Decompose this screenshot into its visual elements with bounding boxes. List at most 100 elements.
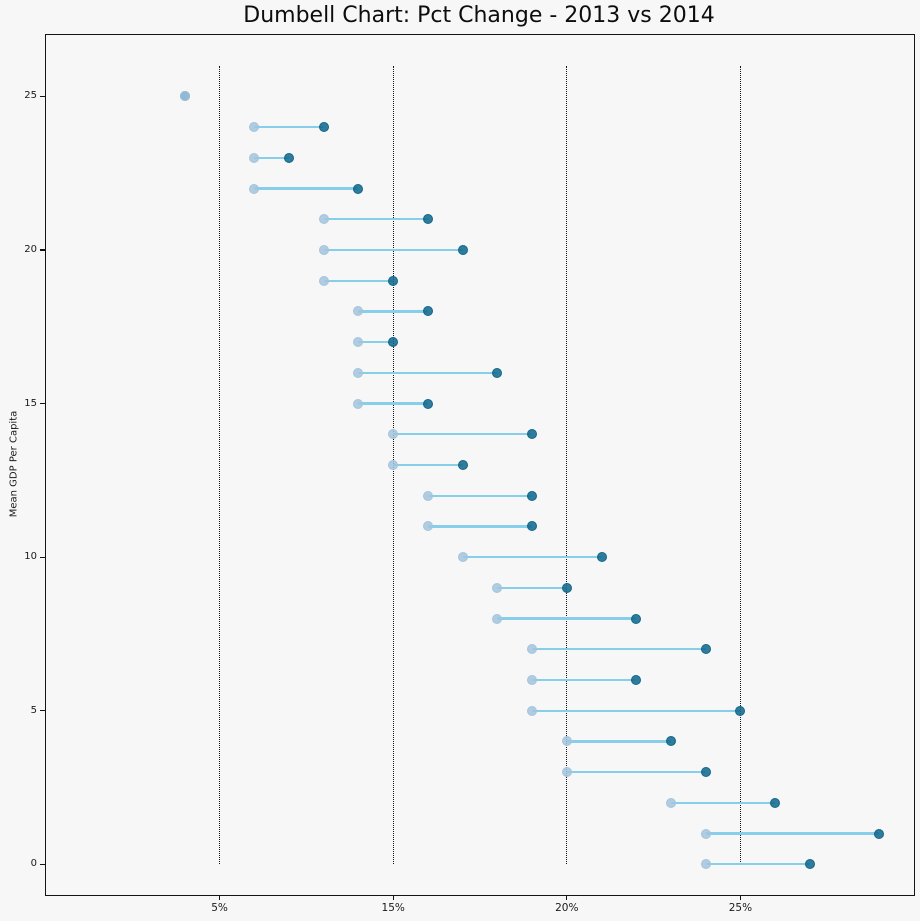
dumbbell-connector bbox=[497, 586, 567, 590]
dumbbell-dot-2014 bbox=[318, 275, 329, 286]
dumbbell-connector bbox=[358, 340, 394, 344]
dumbbell-dot-2013 bbox=[700, 767, 711, 778]
dumbbell-dot-2014 bbox=[353, 367, 364, 378]
dumbbell-dot-2014 bbox=[353, 306, 364, 317]
dumbbell-dot-2013 bbox=[388, 275, 399, 286]
dumbbell-dot-2013 bbox=[492, 367, 503, 378]
dumbbell-connector bbox=[497, 617, 637, 620]
y-tick-mark bbox=[40, 249, 45, 251]
dumbbell-dot-2014 bbox=[561, 767, 572, 778]
x-tick-mark bbox=[219, 895, 221, 900]
dumbbell-dot-2014 bbox=[561, 736, 572, 747]
x-tick-label: 25% bbox=[728, 902, 753, 914]
dumbbell-dot-2014 bbox=[388, 460, 399, 470]
dumbbell-dot-2014 bbox=[700, 828, 711, 839]
dumbbell-dot-2014 bbox=[353, 398, 364, 409]
x-tick-mark bbox=[739, 895, 741, 900]
x-tick-label: 15% bbox=[381, 902, 405, 914]
dumbbell-connector bbox=[427, 525, 533, 528]
y-tick-mark bbox=[40, 95, 45, 98]
y-tick-mark bbox=[40, 556, 45, 558]
dumbbell-dot-2013 bbox=[700, 644, 711, 655]
dumbbell-dot-2014 bbox=[422, 521, 433, 532]
dumbbell-dot-2013 bbox=[665, 736, 676, 747]
dumbbell-connector bbox=[670, 801, 776, 805]
dumbbell-connector bbox=[254, 156, 290, 160]
y-axis-label: Mean GDP Per Capita bbox=[8, 410, 20, 518]
dumbbell-dot-2014 bbox=[457, 552, 468, 563]
dumbbell-dot-2013 bbox=[561, 582, 572, 593]
dumbbell-dot-2013 bbox=[527, 521, 538, 532]
y-tick-label: 10 bbox=[24, 551, 37, 563]
dumbbell-connector bbox=[462, 555, 602, 559]
x-gridline bbox=[739, 65, 741, 865]
y-tick-label: 15 bbox=[24, 397, 37, 409]
dumbbell-dot-2013 bbox=[527, 490, 538, 501]
dumbbell-connector bbox=[254, 187, 359, 190]
dumbbell-connector bbox=[532, 678, 637, 682]
dumbbell-dot-2014 bbox=[665, 797, 676, 808]
dumbbell-dot-2014 bbox=[700, 859, 711, 870]
dumbbell-connector bbox=[705, 832, 880, 835]
dumbbell-dot-2014 bbox=[422, 490, 433, 501]
dumbbell-connector bbox=[323, 218, 428, 221]
dumbbell-dot-2014 bbox=[249, 183, 260, 194]
dumbbell-connector bbox=[323, 279, 394, 282]
dumbbell-connector bbox=[566, 740, 671, 743]
dumbbell-dot-2014 bbox=[318, 214, 329, 225]
dumbbell-dot-2014 bbox=[179, 91, 190, 102]
dumbbell-dot-2014 bbox=[353, 337, 364, 348]
x-tick-label: 20% bbox=[555, 902, 579, 914]
dumbbell-dot-2014 bbox=[249, 122, 260, 133]
y-tick-mark bbox=[40, 402, 45, 405]
dumbbell-dot-2013 bbox=[874, 828, 885, 839]
x-tick-label: 5% bbox=[211, 902, 228, 914]
dumbbell-connector bbox=[393, 463, 463, 467]
dumbbell-dot-2014 bbox=[249, 152, 260, 163]
dumbbell-dot-2013 bbox=[527, 429, 538, 440]
dumbbell-connector bbox=[393, 433, 533, 436]
dumbbell-dot-2013 bbox=[422, 214, 433, 225]
dumbbell-connector bbox=[323, 248, 463, 252]
dumbbell-dot-2013 bbox=[353, 183, 364, 194]
y-tick-label: 5 bbox=[30, 704, 37, 716]
dumbbell-connector bbox=[705, 863, 810, 866]
dumbbell-connector bbox=[532, 709, 741, 712]
y-tick-label: 25 bbox=[24, 90, 37, 102]
plot-area: 5% 15% 20% 25% 0 5 10 15 20 25 bbox=[24, 34, 915, 914]
dumbbell-connector bbox=[566, 770, 706, 774]
dumbbell-dot-2014 bbox=[527, 644, 538, 655]
y-tick-label: 0 bbox=[30, 858, 37, 870]
dumbbell-dot-2013 bbox=[284, 152, 295, 163]
dumbbell-dot-2013 bbox=[422, 306, 433, 317]
dumbbell-dot-2013 bbox=[631, 675, 642, 685]
dumbbell-dot-2013 bbox=[457, 245, 468, 255]
dumbbell-dot-2013 bbox=[388, 337, 399, 348]
dumbbell-connector bbox=[532, 648, 706, 651]
x-tick-mark bbox=[392, 895, 394, 900]
dumbbell-dot-2013 bbox=[770, 797, 781, 808]
dumbbell-dot-2013 bbox=[422, 398, 433, 409]
dumbbell-dot-2013 bbox=[735, 705, 746, 716]
dumbbell-dot-2014 bbox=[492, 613, 503, 624]
dumbbell-connector bbox=[358, 310, 428, 313]
y-tick-mark bbox=[40, 710, 45, 712]
dumbbell-connector bbox=[427, 494, 533, 497]
dumbbell-dot-2013 bbox=[804, 859, 815, 870]
dumbbell-dot-2014 bbox=[527, 675, 538, 685]
x-tick-mark bbox=[566, 895, 568, 900]
y-tick-mark bbox=[40, 863, 45, 865]
dumbbell-connector bbox=[254, 125, 324, 129]
dumbbell-connector bbox=[358, 371, 498, 375]
dumbbell-dot-2014 bbox=[492, 582, 503, 593]
dumbbell-connector bbox=[358, 402, 428, 405]
dumbbell-dot-2014 bbox=[318, 245, 329, 255]
x-gridline bbox=[219, 65, 221, 865]
dumbbell-dot-2013 bbox=[318, 122, 329, 133]
dumbbell-dot-2014 bbox=[388, 429, 399, 440]
x-gridline bbox=[566, 65, 568, 865]
dumbbell-dot-2013 bbox=[631, 613, 642, 624]
y-tick-label: 20 bbox=[24, 244, 37, 255]
dumbbell-dot-2013 bbox=[596, 552, 607, 563]
